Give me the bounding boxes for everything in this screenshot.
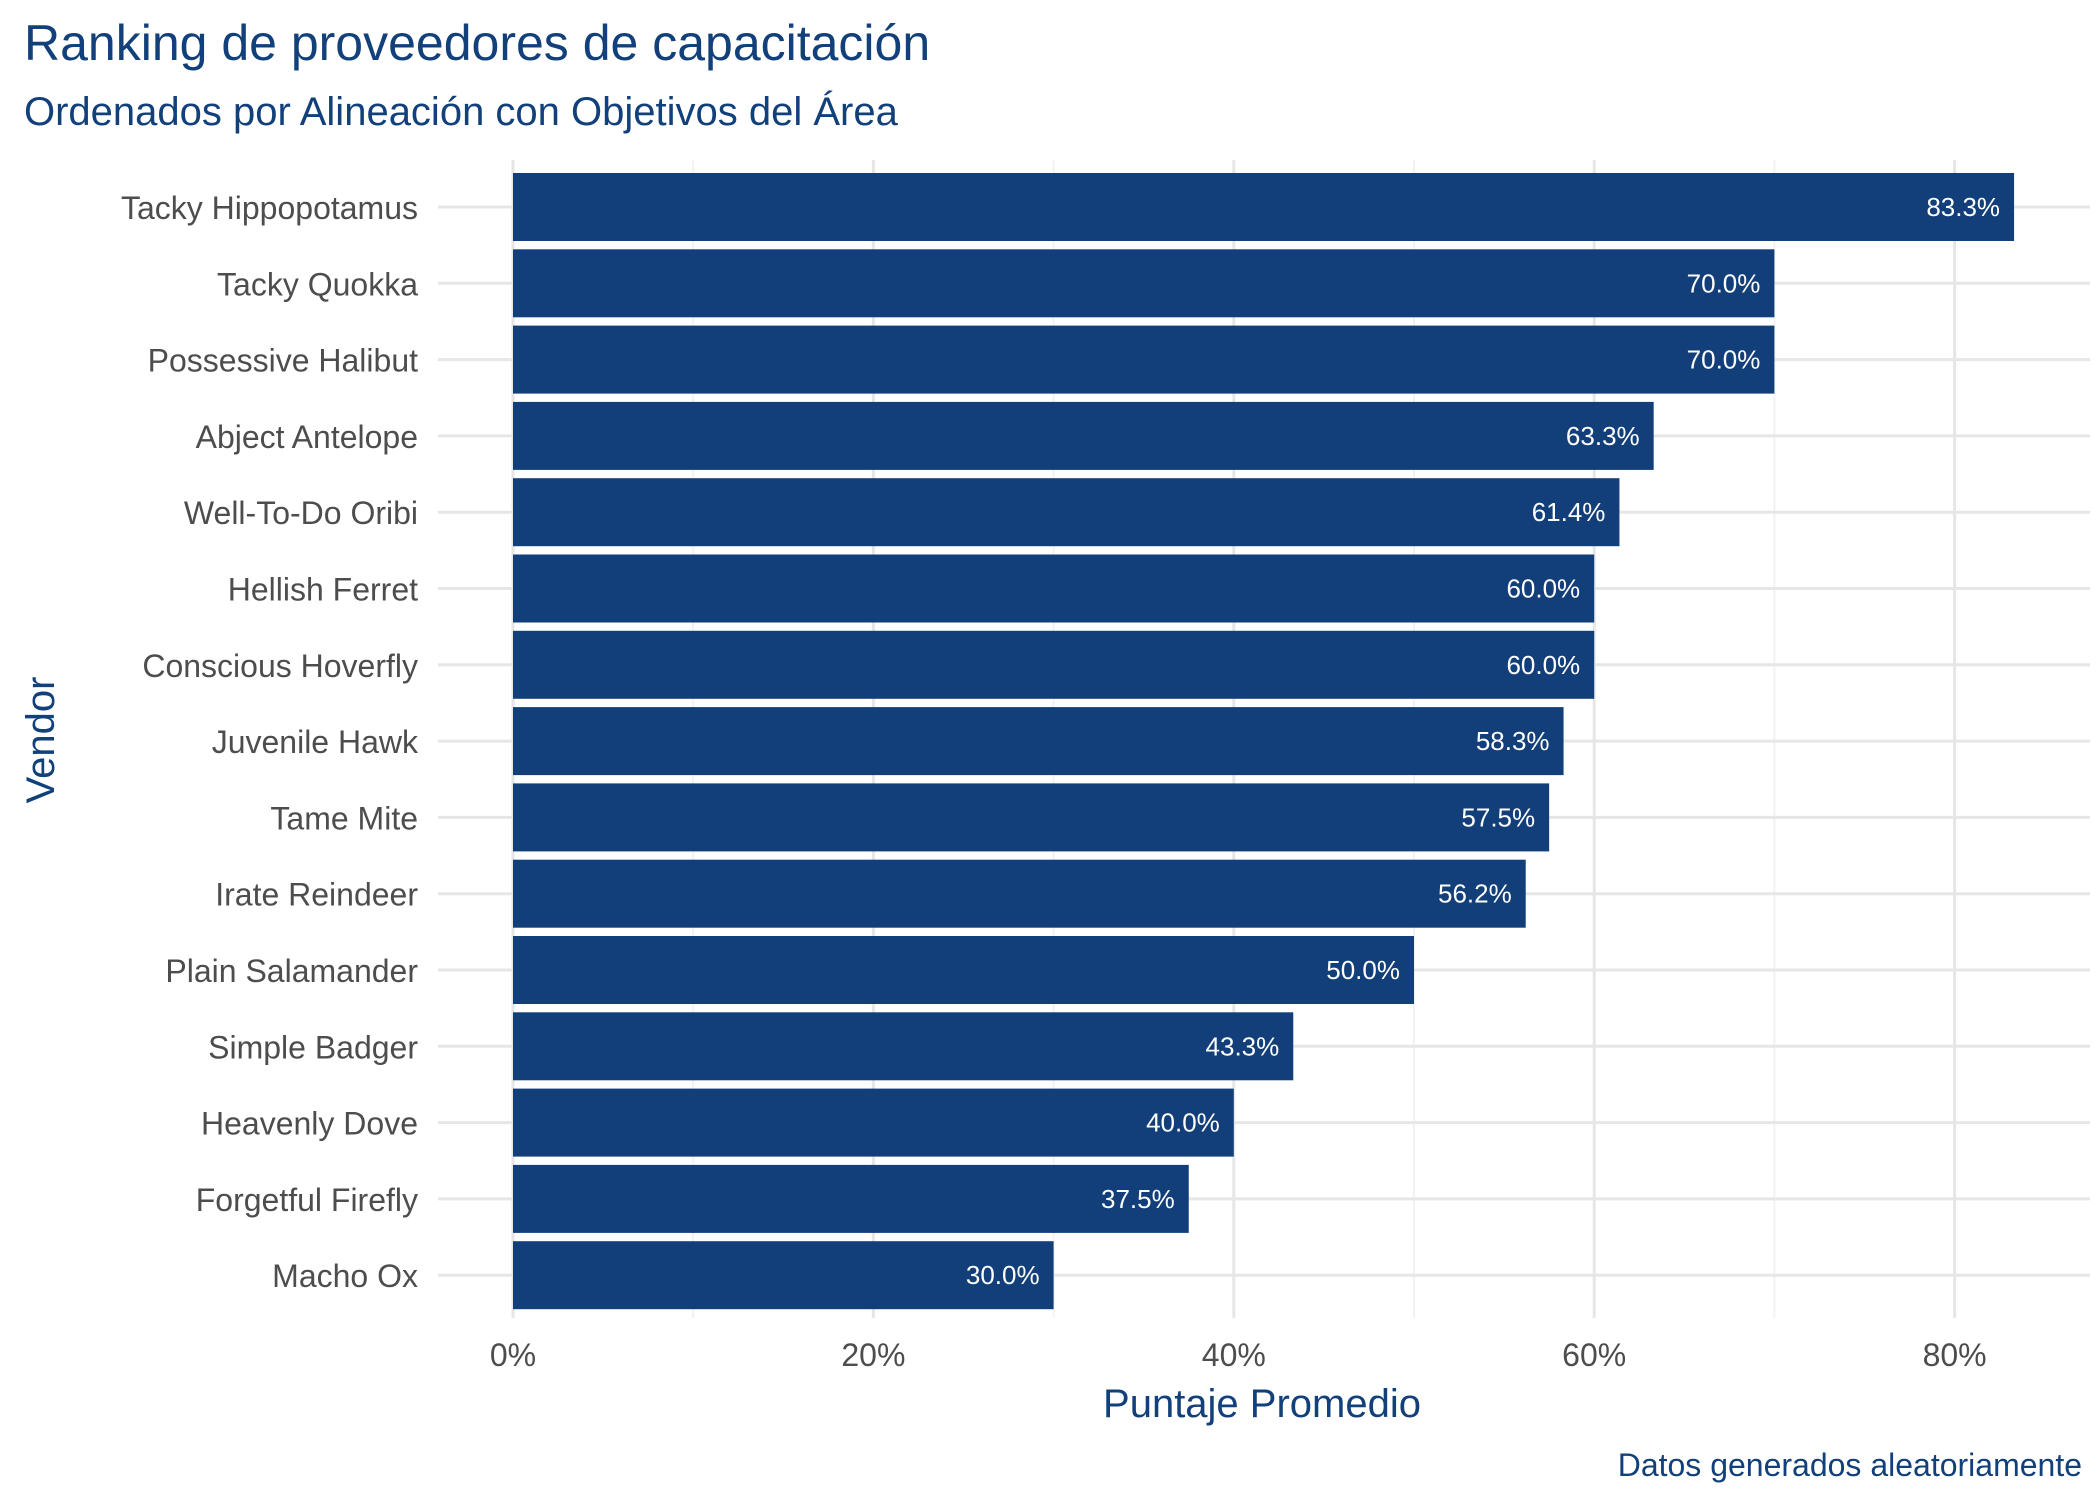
y-tick-label: Plain Salamander [165,953,418,989]
bar-value-label: 37.5% [1101,1184,1175,1214]
bar [513,249,1775,318]
bar-value-label: 40.0% [1146,1108,1220,1138]
y-tick-label: Forgetful Firefly [196,1182,418,1218]
bar [513,707,1564,776]
x-tick-label: 60% [1562,1337,1626,1373]
bar-value-label: 70.0% [1687,268,1761,298]
x-tick-label: 0% [490,1337,536,1373]
y-tick-label: Tame Mite [270,800,418,836]
bar [513,1088,1234,1157]
bar-value-label: 43.3% [1206,1031,1280,1061]
bar [513,936,1414,1004]
bar [513,401,1654,470]
y-tick-label: Tacky Quokka [217,266,418,302]
x-tick-label: 80% [1923,1337,1987,1373]
bar [513,478,1620,547]
chart-subtitle: Ordenados por Alineación con Objetivos d… [24,89,899,134]
y-tick-label: Heavenly Dove [201,1106,418,1142]
x-axis-tick-labels: 0% 20% 40% 60% 80% [490,1337,1987,1373]
bar [513,554,1595,623]
bar-value-label: 56.2% [1438,879,1512,909]
x-tick-label: 40% [1202,1337,1266,1373]
y-tick-label: Juvenile Hawk [212,724,419,760]
y-tick-label: Conscious Hoverfly [142,648,418,684]
bar [513,325,1775,394]
bar-value-label: 50.0% [1326,955,1400,985]
bar [513,859,1526,928]
y-tick-label: Irate Reindeer [215,877,418,913]
bar-value-label: 60.0% [1506,574,1580,604]
bar-value-label: 30.0% [966,1260,1040,1290]
bar-value-label: 57.5% [1461,802,1535,832]
y-axis-tick-labels: Tacky Hippopotamus Tacky Quokka Possessive… [121,190,419,1294]
bar-value-label: 58.3% [1476,726,1550,756]
y-axis-title: Vendor [19,677,63,804]
x-axis-title: Puntaje Promedio [1103,1382,1421,1426]
y-tick-label: Well-To-Do Oribi [184,495,418,531]
x-tick-label: 20% [841,1337,905,1373]
y-tick-label: Possessive Halibut [148,343,418,379]
bar [513,1164,1189,1233]
y-tick-label: Simple Badger [208,1029,418,1065]
y-tick-label: Hellish Ferret [228,572,418,608]
chart-title: Ranking de proveedores de capacitación [24,15,930,71]
bar-value-label: 70.0% [1687,345,1761,375]
bar-value-label: 60.0% [1506,650,1580,680]
bar [513,173,2015,241]
bars: 83.3% 70.0% 70.0% 63.3% 61.4% 60.0% 60.0% 58.3%… [513,173,2015,1310]
bar [513,1241,1054,1310]
bar-value-label: 63.3% [1566,421,1640,451]
bar-value-label: 61.4% [1532,497,1606,527]
bar [513,1012,1294,1081]
y-tick-label: Tacky Hippopotamus [121,190,418,226]
y-tick-label: Abject Antelope [196,419,418,455]
chart-caption: Datos generados aleatoriamente [1618,1447,2082,1483]
bar [513,783,1550,852]
bar-value-label: 83.3% [1926,192,2000,222]
y-tick-label: Macho Ox [272,1258,418,1294]
bar [513,630,1595,699]
